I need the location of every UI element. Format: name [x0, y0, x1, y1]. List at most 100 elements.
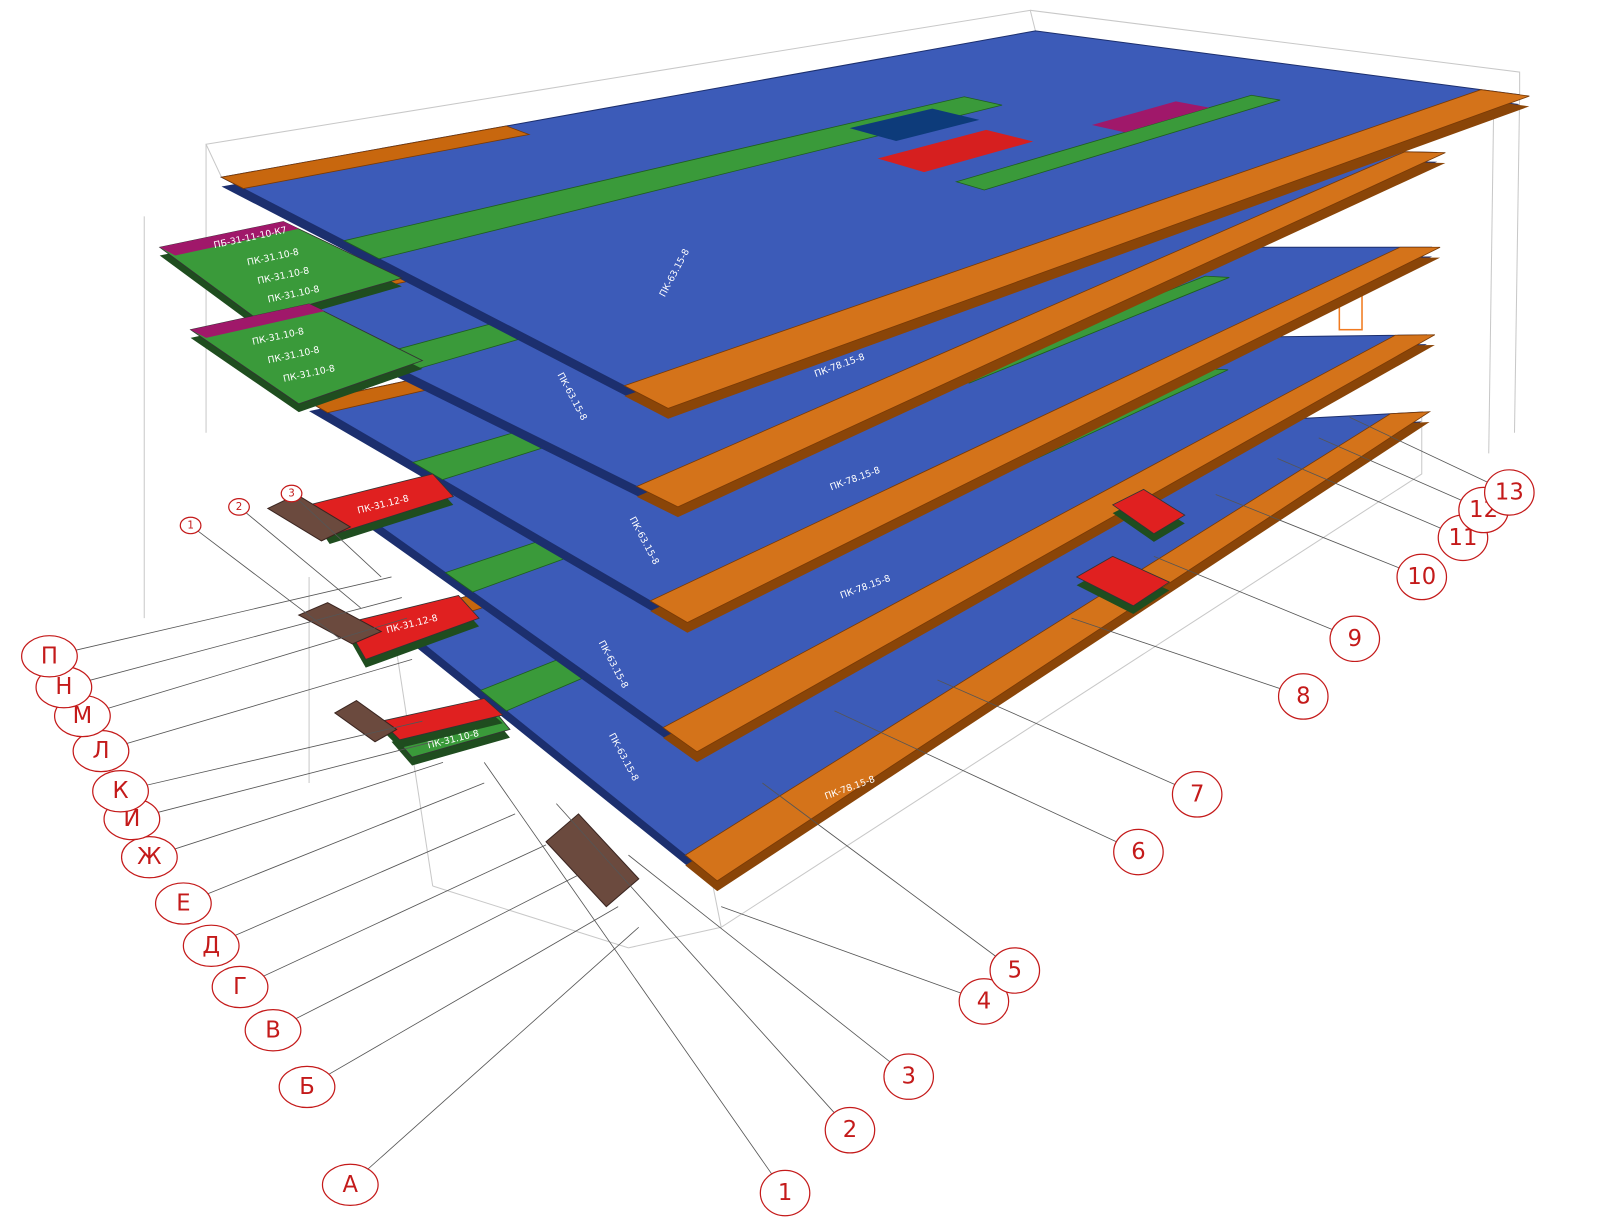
axis-bubble [759, 1169, 811, 1217]
leader-line [937, 679, 1198, 795]
axis-bubble [883, 1053, 935, 1100]
leader-line [291, 493, 382, 578]
axis-bubble [211, 965, 269, 1009]
leader-line [1215, 494, 1422, 578]
axis-bubble [179, 516, 202, 535]
axis-label: 1 [187, 519, 194, 531]
axis-label: И [123, 806, 140, 832]
axis-label: 7 [1190, 781, 1204, 807]
leader-line [721, 906, 985, 1002]
beam [649, 246, 1441, 623]
beam [684, 411, 1432, 882]
axis-bubble [1171, 771, 1223, 818]
leader-line [1318, 437, 1484, 511]
stair [545, 813, 640, 908]
leader-line [1277, 458, 1464, 539]
axis-label: 6 [1131, 839, 1145, 865]
leader-line [63, 597, 402, 688]
leader-line [762, 782, 1016, 971]
slabs: ПК-78.15-8ПК-78.15-8ПК-78.15-8ПК-78.15-8… [158, 30, 1530, 908]
axis-label: 2 [236, 501, 243, 513]
axis-label: В [265, 1017, 281, 1043]
leader-line [556, 803, 851, 1131]
leader-line [628, 854, 909, 1077]
stair [333, 699, 398, 743]
leader-line [190, 525, 341, 640]
axis-bubble [120, 835, 178, 879]
leader-line [131, 741, 433, 820]
axis-label: 5 [1008, 958, 1022, 984]
axis-label: 1 [778, 1180, 792, 1206]
leader-line [306, 906, 619, 1088]
axis-label: Г [233, 974, 247, 1000]
axis-bubble [1396, 553, 1448, 601]
axis-bubble [321, 1163, 379, 1207]
leader-line [120, 720, 423, 792]
axis-bubble [1483, 469, 1535, 516]
axis-bubble [989, 947, 1041, 994]
axis-label: Д [202, 933, 220, 959]
axis-label: 3 [288, 488, 295, 500]
cantilever-slab [380, 698, 504, 741]
beam [635, 151, 1446, 508]
beam [662, 334, 1436, 753]
leader-lines [49, 416, 1510, 1194]
cantilever-slab [189, 303, 424, 405]
axis-bubble [182, 924, 240, 968]
axis-label: 2 [843, 1117, 857, 1143]
axis-label: Б [299, 1074, 315, 1100]
axis-label: А [343, 1172, 359, 1198]
axis-label: Н [55, 674, 72, 700]
axis-bubble [1329, 615, 1381, 663]
leader-line [239, 844, 547, 988]
leader-line [1349, 416, 1510, 493]
axis-bubble [824, 1106, 876, 1154]
axis-bubble [958, 978, 1010, 1025]
axis-bubble [1113, 828, 1164, 876]
axis-bubble [92, 770, 149, 813]
axis-label: К [112, 778, 128, 804]
slab-strip [159, 221, 299, 256]
beam [623, 89, 1530, 409]
axis-bubble [154, 882, 212, 925]
cantilever-slab [158, 221, 403, 320]
leader-line [82, 617, 408, 717]
leader-line [1153, 555, 1355, 640]
axis-bubble [1277, 673, 1329, 720]
slab-strip [849, 108, 980, 142]
axis-label: 10 [1407, 564, 1436, 590]
axis-label: М [73, 703, 93, 729]
leader-line [272, 875, 578, 1031]
axis-label: Е [176, 891, 190, 917]
beam [220, 125, 531, 189]
leader-line [183, 782, 485, 904]
slab-strip [190, 303, 325, 338]
leader-line [350, 926, 640, 1186]
leader-line [1071, 617, 1304, 697]
leader-line [483, 762, 786, 1194]
leader-line [238, 506, 361, 609]
leader-line [49, 576, 392, 657]
axis-label: 8 [1296, 683, 1310, 709]
axis-label: 9 [1348, 626, 1362, 652]
axis-label: 4 [977, 988, 991, 1014]
cantilever-slab [1075, 555, 1171, 607]
axis-label: П [41, 643, 58, 669]
leader-line [834, 710, 1139, 853]
leader-line [149, 762, 444, 858]
cantilever-slab [1111, 488, 1186, 535]
cantilever-slab [344, 595, 480, 660]
axis-label: Ж [137, 844, 161, 870]
axis-label: 13 [1495, 479, 1524, 505]
axis-bubble [278, 1065, 336, 1109]
axis-bubble [244, 1009, 302, 1052]
axis-label: 3 [901, 1064, 915, 1090]
leader-line [100, 658, 413, 752]
axis-label: Л [92, 738, 109, 764]
slab-strip [342, 96, 1003, 260]
axis-bubble [280, 484, 303, 503]
axis-bubble [21, 635, 78, 678]
slab-strip [877, 129, 1034, 173]
